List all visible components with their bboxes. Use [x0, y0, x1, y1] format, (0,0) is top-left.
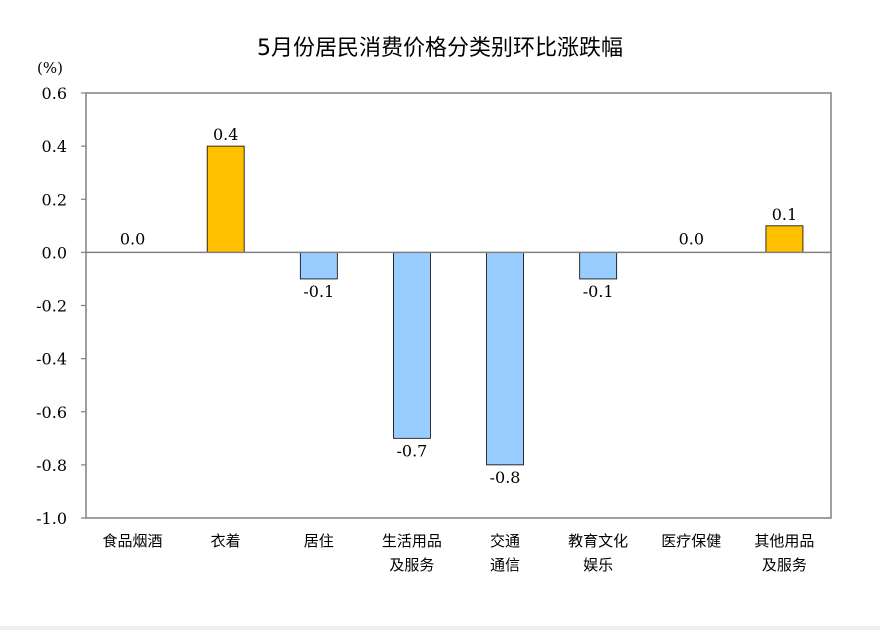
bar	[206, 145, 245, 253]
bar-value-label: -0.7	[397, 441, 428, 460]
y-tick-label: 0.4	[42, 137, 67, 156]
bar-value-label: -0.1	[583, 282, 614, 301]
y-tick-label: -0.2	[36, 297, 67, 316]
y-tick-label: -1.0	[36, 509, 67, 528]
bar	[299, 251, 338, 280]
bar-value-label: 0.1	[772, 205, 797, 224]
y-tick-label: 0.2	[42, 190, 67, 209]
bar-value-label: 0.4	[213, 125, 238, 144]
y-tick-label: -0.8	[36, 456, 67, 475]
chart-title: 5月份居民消费价格分类别环比涨跌幅	[257, 36, 623, 61]
category-label: 生活用品	[382, 532, 442, 550]
category-label: 衣着	[211, 532, 241, 550]
bar-value-label: -0.1	[303, 282, 334, 301]
bottom-divider	[0, 626, 880, 630]
category-label: 教育文化	[568, 532, 628, 550]
bar	[579, 251, 618, 280]
y-tick-label: -0.6	[36, 403, 67, 422]
category-label: 通信	[490, 556, 520, 574]
bar	[486, 251, 524, 466]
y-tick-label: -0.4	[36, 350, 67, 369]
y-axis-ticks: 0.6 0.4 0.2 0.0 -0.2 -0.4 -0.6 -0.8 -1.0	[36, 84, 86, 528]
bar-value-label: 0.0	[679, 229, 704, 248]
bar	[393, 251, 431, 439]
category-label: 及服务	[762, 556, 807, 574]
y-tick-label: 0.0	[42, 243, 67, 262]
category-label: 娱乐	[583, 556, 613, 574]
category-label: 医疗保健	[661, 532, 721, 550]
category-label: 及服务	[389, 556, 434, 574]
bar-value-label: -0.8	[490, 468, 521, 487]
bar-value-label: 0.0	[120, 229, 145, 248]
bars	[206, 145, 804, 466]
y-axis-unit: (%)	[37, 59, 63, 77]
category-label: 食品烟酒	[103, 532, 163, 550]
category-label: 其他用品	[754, 532, 814, 550]
bar	[765, 225, 804, 253]
value-labels: 0.0 0.4 -0.1 -0.7 -0.8 -0.1 0.0 0.1	[120, 125, 797, 487]
category-label: 居住	[304, 532, 334, 550]
plot-area-border	[85, 92, 832, 519]
y-tick-label: 0.6	[42, 84, 67, 103]
category-label: 交通	[490, 532, 520, 550]
